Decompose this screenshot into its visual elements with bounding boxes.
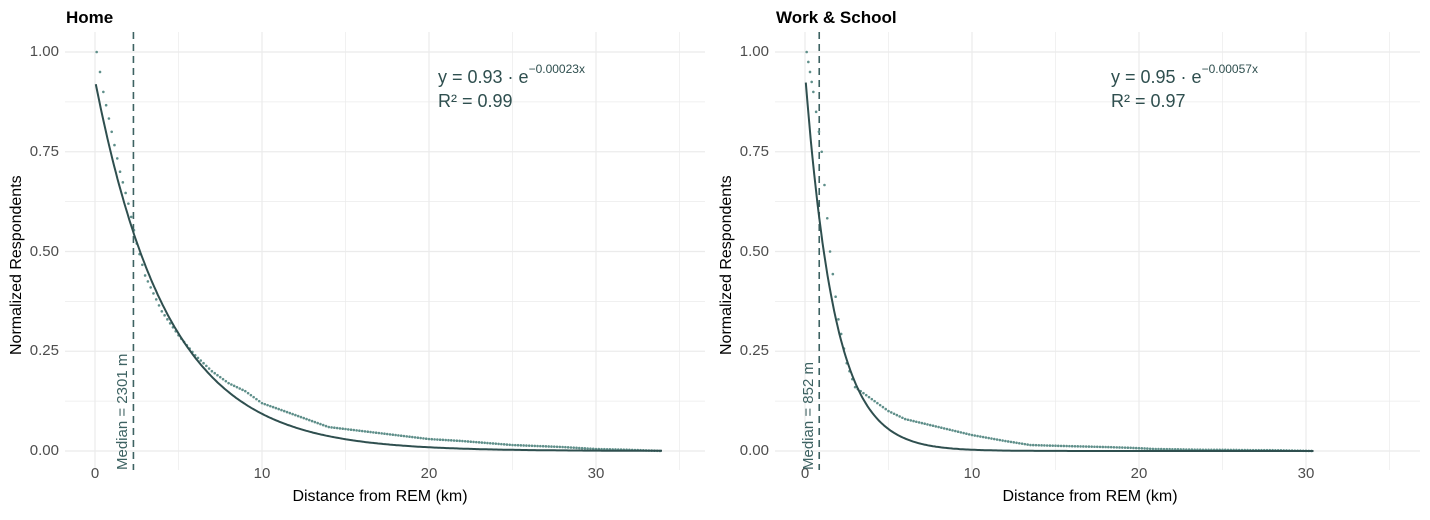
panel-title: Home <box>66 8 114 27</box>
y-axis-label: Normalized Respondents <box>718 175 735 355</box>
equation-exponent: −0.00057x <box>1201 62 1258 76</box>
median-label: Median = 852 m <box>800 362 817 470</box>
y-tick: 0.75 <box>29 143 59 160</box>
x-tick: 10 <box>253 465 271 482</box>
panel-work-school: Work & School Normalized Respondents Dis… <box>710 0 1430 520</box>
equation-exponent: −0.00023x <box>528 62 585 76</box>
x-axis-label: Distance from REM (km) <box>1002 488 1178 505</box>
plot-area <box>65 32 705 470</box>
y-tick: 0.50 <box>739 243 769 260</box>
median-label: Median = 2301 m <box>114 353 131 470</box>
x-tick: 30 <box>1297 465 1315 482</box>
fit-equation: y = 0.93 · e−0.00023x R² = 0.99 <box>438 60 585 113</box>
x-tick: 10 <box>963 465 981 482</box>
x-tick: 0 <box>800 465 810 482</box>
r-squared: R² = 0.99 <box>438 91 513 111</box>
panel-title: Work & School <box>776 8 897 27</box>
panel-home: Home Normalized Respondents Distance fro… <box>8 8 705 505</box>
y-axis-label: Normalized Respondents <box>8 175 25 355</box>
x-tick: 30 <box>587 465 605 482</box>
fit-equation: y = 0.95 · e−0.00057x R² = 0.97 <box>1111 60 1258 113</box>
y-tick: 1.00 <box>739 43 769 60</box>
x-tick: 20 <box>1130 465 1148 482</box>
x-axis-label: Distance from REM (km) <box>292 488 468 505</box>
r-squared: R² = 0.97 <box>1111 91 1186 111</box>
x-tick: 20 <box>420 465 438 482</box>
y-tick: 0.00 <box>739 442 769 459</box>
y-tick: 0.25 <box>29 342 59 359</box>
equation-text: y = 0.95 · e <box>1111 67 1202 87</box>
equation-text: y = 0.93 · e <box>438 67 529 87</box>
y-tick: 0.75 <box>739 143 769 160</box>
x-tick: 0 <box>90 465 100 482</box>
y-tick: 0.00 <box>29 442 59 459</box>
plot-area <box>775 32 1420 470</box>
y-tick: 0.50 <box>29 243 59 260</box>
y-tick: 0.25 <box>739 342 769 359</box>
y-tick: 1.00 <box>29 43 59 60</box>
